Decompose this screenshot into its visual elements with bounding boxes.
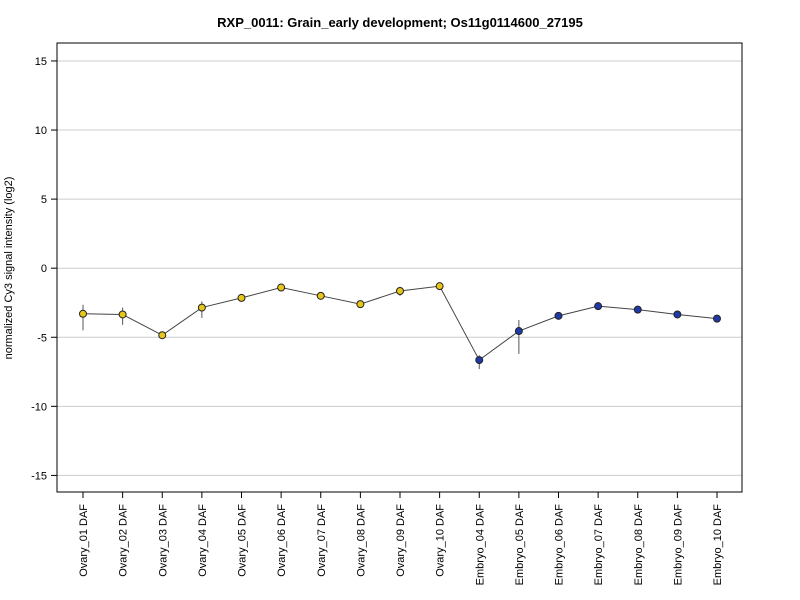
y-axis-label: normalized Cy3 signal intensity (log2): [3, 177, 15, 360]
x-axis: Ovary_01 DAF Ovary_02 DAF Ovary_03 DAF Ovar…: [78, 492, 724, 585]
plot-frame: [56, 42, 743, 493]
data-point: [79, 309, 87, 318]
series-line-path: [82, 285, 718, 361]
error-bars: [82, 284, 718, 370]
chart-title: RXP_0011: Grain_early development; Os11g…: [217, 15, 583, 30]
data-point: [237, 293, 246, 302]
x-tick-label: Embryo_04 DAF: [474, 504, 486, 586]
data-point: [633, 305, 642, 314]
y-tick-label: -15: [31, 470, 47, 482]
series-line: [82, 285, 718, 361]
data-point: [594, 302, 603, 311]
data-points: [79, 282, 721, 365]
x-tick-label: Ovary_02 DAF: [118, 504, 130, 577]
x-tick-label: Embryo_08 DAF: [633, 504, 645, 586]
gridlines: [57, 60, 742, 476]
y-tick-label: 15: [35, 56, 47, 68]
data-point: [435, 282, 444, 291]
x-tick-label: Embryo_07 DAF: [593, 504, 605, 586]
y-tick-label: 0: [41, 263, 47, 275]
x-tick-label: Ovary_08 DAF: [355, 504, 367, 577]
data-point: [316, 291, 325, 300]
data-point: [158, 331, 167, 340]
x-tick-label: Embryo_05 DAF: [514, 504, 526, 586]
data-point: [514, 327, 523, 336]
data-point: [713, 314, 721, 323]
data-point: [554, 311, 563, 320]
y-tick-label: -5: [37, 332, 47, 344]
x-tick-label: Ovary_03 DAF: [157, 504, 169, 577]
x-tick-label: Embryo_09 DAF: [672, 504, 684, 586]
data-point: [673, 310, 682, 319]
x-tick-label: Ovary_06 DAF: [276, 504, 288, 577]
x-tick-label: Ovary_10 DAF: [435, 504, 447, 577]
x-tick-label: Embryo_06 DAF: [554, 504, 566, 586]
data-point: [118, 310, 127, 319]
y-tick-label: -10: [31, 401, 47, 413]
y-tick-label: 10: [35, 125, 47, 137]
data-point: [197, 303, 206, 312]
x-tick-label: Ovary_01 DAF: [78, 504, 90, 577]
data-point: [356, 300, 365, 309]
x-tick-label: Ovary_09 DAF: [395, 504, 407, 577]
x-tick-label: Ovary_07 DAF: [316, 504, 328, 577]
x-tick-label: Ovary_04 DAF: [197, 504, 209, 577]
x-tick-label: Embryo_10 DAF: [712, 504, 724, 586]
y-axis: 15 10 5 0 -5 -10 -15: [31, 56, 57, 482]
x-tick-label: Ovary_05 DAF: [237, 504, 249, 577]
data-point: [396, 286, 404, 295]
y-tick-label: 5: [41, 194, 47, 206]
data-point: [277, 283, 286, 292]
data-point: [475, 356, 484, 365]
